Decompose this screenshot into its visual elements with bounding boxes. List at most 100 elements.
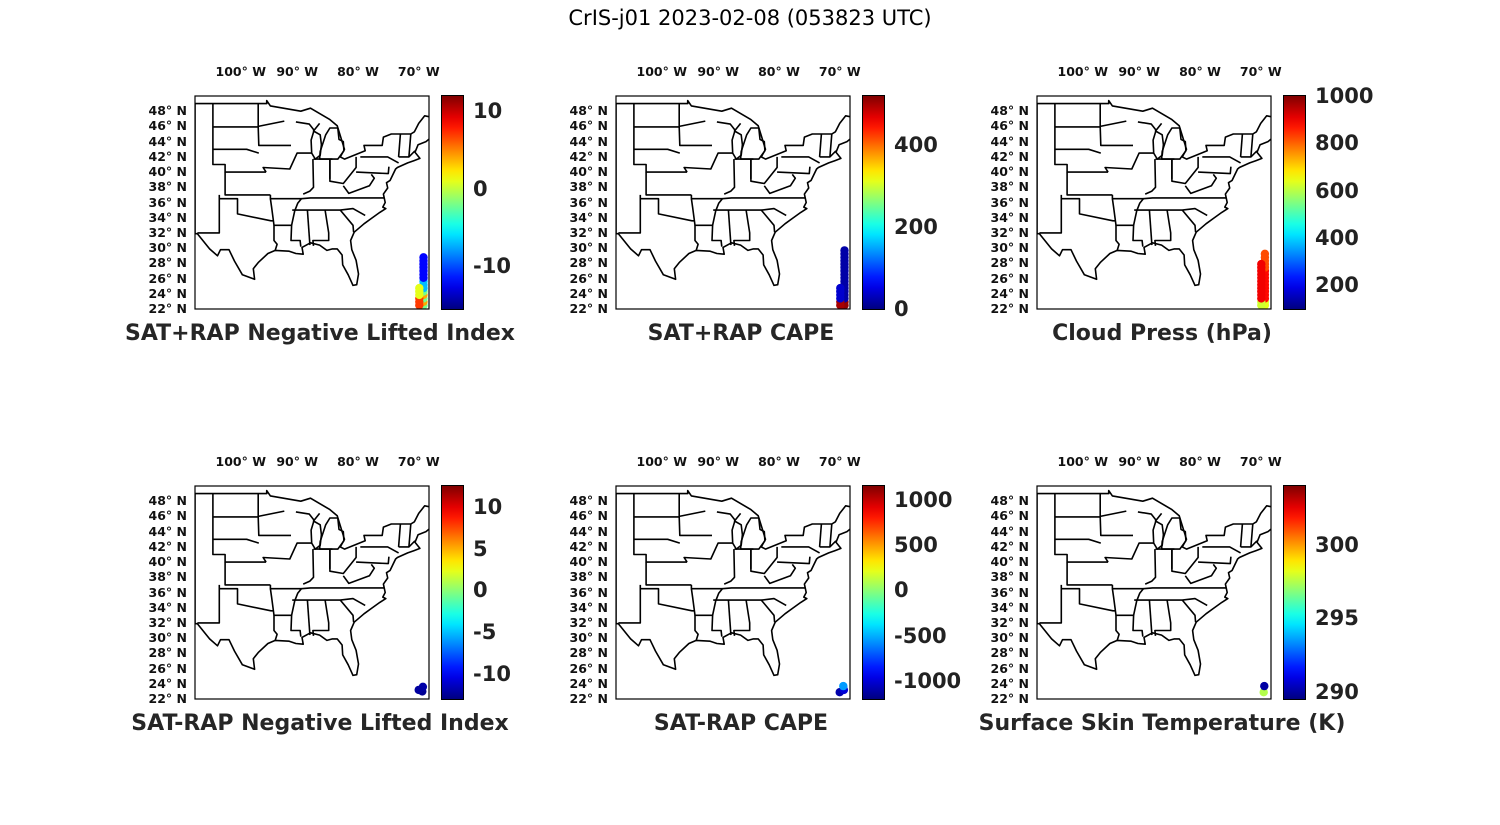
colorbar-tick-label: 0 (894, 297, 909, 321)
boundary-line (312, 209, 330, 246)
panel-title: SAT-RAP Negative Lifted Index (131, 711, 509, 736)
boundary-line (318, 517, 345, 550)
boundary-line (1111, 198, 1144, 247)
latitude-tick-label: 48° N (148, 103, 187, 119)
boundary-line (339, 599, 355, 623)
boundary-line (408, 523, 412, 547)
latitude-tick-label: 44° N (990, 523, 1029, 539)
boundary-line (763, 563, 797, 585)
boundary-line (339, 209, 355, 233)
boundary-line (763, 173, 797, 195)
longitude-tick-label: 70° W (397, 454, 440, 469)
boundary-line (727, 210, 732, 246)
latitude-tick-label: 44° N (148, 523, 187, 539)
latitude-tick-label: 28° N (990, 645, 1029, 661)
latitude-tick-label: 46° N (569, 508, 608, 524)
colorbar-tick-label: 500 (894, 532, 938, 557)
latitude-tick-label: 48° N (148, 493, 187, 509)
latitude-tick-label: 38° N (148, 179, 187, 195)
colorbar-tick-label: 300 (1315, 532, 1359, 557)
boundary-line (1148, 210, 1153, 246)
boundary-line (633, 538, 681, 544)
boundary-line (1144, 159, 1157, 195)
boundary-line (1054, 148, 1102, 154)
latitude-tick-label: 22° N (148, 691, 187, 706)
latitude-tick-label: 30° N (148, 630, 187, 646)
latitude-tick-label: 48° N (990, 493, 1029, 509)
boundary-line (618, 198, 642, 234)
boundary-line (408, 133, 412, 157)
map-canvas (1036, 95, 1272, 310)
boundary-line (1054, 493, 1109, 563)
boundary-line (750, 546, 778, 575)
state-boundaries (195, 99, 429, 309)
state-boundaries (616, 489, 850, 697)
boundary-line (1100, 120, 1127, 128)
latitude-tick-label: 46° N (148, 118, 187, 134)
boundary-line (262, 542, 312, 563)
latitude-tick-label: 24° N (569, 285, 608, 301)
boundary-line (690, 194, 723, 200)
map-frame (615, 485, 851, 700)
boundary-line (312, 599, 330, 636)
boundary-line (1054, 538, 1102, 544)
longitude-tick-label: 100° W (1057, 454, 1109, 469)
longitude-tick-label: 100° W (215, 64, 267, 79)
latitude-tick-label: 30° N (569, 240, 608, 256)
latitude-tick-label: 46° N (990, 118, 1029, 134)
map-canvas (615, 95, 851, 310)
footprint-point (836, 283, 845, 293)
boundary-line (750, 156, 778, 185)
map-frame (615, 95, 851, 310)
boundary-line (733, 209, 751, 246)
footprint-point (1259, 688, 1268, 697)
longitude-tick-label: 100° W (636, 64, 688, 79)
latitude-tick-label: 42° N (569, 148, 608, 164)
boundary-line (639, 194, 695, 222)
boundary-line (1154, 599, 1172, 636)
boundary-line (678, 516, 712, 537)
footprint-point (1260, 249, 1270, 258)
boundary-line (1066, 172, 1113, 196)
latitude-tick-label: 22° N (569, 301, 608, 316)
boundary-line (1099, 126, 1133, 147)
boundary-line (683, 542, 733, 563)
latitude-tick-label: 30° N (990, 240, 1029, 256)
figure-title: CrIS-j01 2023-02-08 (053823 UTC) (568, 6, 932, 30)
latitude-tick-label: 46° N (990, 508, 1029, 524)
latitude-tick-label: 38° N (569, 569, 608, 585)
boundary-line (1099, 516, 1133, 537)
longitude-tick-label: 70° W (818, 64, 861, 79)
longitude-tick-label: 90° W (697, 64, 740, 79)
latitude-tick-label: 24° N (148, 285, 187, 301)
longitude-tick-label: 80° W (1179, 454, 1221, 469)
longitude-tick-label: 70° W (1239, 454, 1282, 469)
boundary-line (1171, 546, 1199, 575)
boundary-line (257, 126, 291, 147)
boundary-line (1154, 209, 1172, 246)
latitude-tick-label: 42° N (990, 538, 1029, 554)
boundary-line (218, 194, 274, 222)
boundary-line (1115, 225, 1120, 251)
colorbar (441, 485, 464, 700)
latitude-tick-label: 32° N (990, 614, 1029, 630)
boundary-line (1037, 489, 1271, 677)
boundary-line (1134, 207, 1208, 217)
latitude-tick-label: 42° N (148, 538, 187, 554)
colorbar-tick-label: 400 (1315, 226, 1359, 250)
latitude-tick-label: 28° N (569, 255, 608, 271)
latitude-tick-label: 22° N (569, 691, 608, 706)
boundary-line (1039, 588, 1063, 624)
map-panel: 100° W 90° W 80° W 70° W 48° N 46° N 44° N 42° … (546, 441, 1016, 736)
latitude-tick-label: 44° N (569, 133, 608, 149)
map-frame (194, 95, 430, 310)
latitude-tick-label: 40° N (990, 554, 1029, 570)
boundary-line (1160, 127, 1187, 160)
latitude-tick-label: 44° N (990, 133, 1029, 149)
latitude-tick-label: 38° N (990, 569, 1029, 585)
boundary-line (212, 538, 260, 544)
colorbar-tick-label: -10 (473, 661, 511, 686)
longitude-tick-label: 70° W (1239, 64, 1282, 79)
boundary-line (1148, 600, 1153, 636)
boundary-line (1198, 556, 1232, 565)
